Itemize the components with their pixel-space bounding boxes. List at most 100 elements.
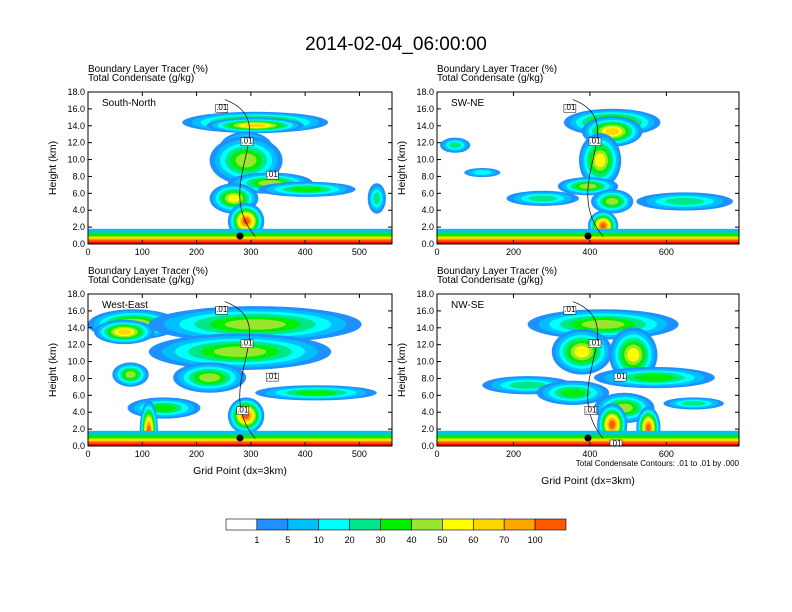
y-tick-label: 4.0 (421, 205, 434, 215)
contour-label: .01 (265, 372, 279, 382)
tracer-blob (213, 346, 267, 357)
panel-name: South-North (102, 98, 156, 109)
location-marker (236, 434, 244, 442)
y-tick-label: 12.0 (416, 340, 434, 350)
y-tick-label: 8.0 (72, 171, 85, 181)
x-tick-label: 0 (434, 247, 439, 257)
y-tick-label: 2.0 (421, 222, 434, 232)
tracer-blob (151, 404, 177, 412)
contour-label: .01 (236, 406, 250, 415)
y-tick-label: 2.0 (72, 424, 85, 434)
y-axis-label: Height (km) (396, 343, 408, 397)
panel-label-line: Total Condensate (g/kg) (437, 275, 543, 286)
y-tick-label: 18.0 (416, 87, 434, 97)
x-tick-label: 100 (135, 247, 150, 257)
tracer-field: .01 .01 .01 (88, 92, 392, 244)
y-tick-label: 8.0 (72, 373, 85, 383)
x-tick-label: 500 (352, 449, 367, 459)
y-tick-label: 4.0 (72, 407, 85, 417)
panel-3: Boundary Layer Tracer (%)Total Condensat… (396, 266, 740, 487)
colorbar-label: 30 (376, 535, 386, 545)
panel-label-line: Total Condensate (g/kg) (88, 275, 194, 286)
svg-text:.01: .01 (267, 372, 279, 381)
tracer-blob (581, 320, 625, 329)
tracer-blob (290, 186, 324, 192)
x-tick-label: 500 (352, 247, 367, 257)
tracer-blob (560, 388, 585, 397)
y-tick-label: 18.0 (67, 289, 85, 299)
condensate-contour (224, 301, 256, 439)
y-tick-label: 16.0 (416, 306, 434, 316)
x-tick-label: 600 (659, 247, 674, 257)
contour-label: .01 (265, 170, 279, 180)
x-tick-label: 0 (85, 449, 90, 459)
y-tick-label: 0.0 (72, 239, 85, 249)
colorbar: 1 5 10 20 30 40 50 60 70 100 (225, 518, 567, 545)
svg-text:.01: .01 (615, 372, 627, 381)
y-axis-label: Height (km) (47, 343, 59, 397)
x-tick-label: 0 (85, 247, 90, 257)
tracer-blob (627, 347, 640, 362)
x-tick-label: 300 (243, 247, 258, 257)
y-tick-label: 8.0 (421, 373, 434, 383)
colorbar-box (225, 518, 258, 531)
tracer-blob (574, 346, 590, 358)
condensate-contour (572, 301, 604, 439)
tracer-blob (606, 197, 619, 205)
tracer-blob (244, 123, 267, 128)
figure-title: 2014-02-04_06:00:00 (305, 34, 487, 55)
y-tick-label: 0.0 (421, 239, 434, 249)
colorbar-box (472, 518, 505, 531)
y-tick-label: 16.0 (67, 104, 85, 114)
contour-label: .01 (563, 305, 577, 315)
svg-text:.01: .01 (610, 439, 622, 448)
y-tick-label: 18.0 (416, 289, 434, 299)
tracer-blob (600, 222, 606, 229)
contour-label: .01 (588, 339, 602, 348)
colorbar-box (534, 518, 567, 531)
y-tick-label: 4.0 (421, 407, 434, 417)
location-marker (236, 232, 244, 240)
y-tick-label: 0.0 (72, 441, 85, 451)
tracer-blob (528, 195, 558, 202)
x-tick-label: 200 (506, 247, 521, 257)
tracer-blob (295, 390, 337, 396)
colorbar-box (287, 518, 320, 531)
colorbar-box (442, 518, 474, 531)
tracer-blob (227, 194, 240, 203)
colorbar-box (411, 518, 443, 531)
tracer-field: .01 .01 .01 .01 .01 (437, 294, 739, 448)
panel-label-line: Boundary Layer Tracer (%) (88, 64, 208, 75)
colorbar-label: 60 (468, 535, 478, 545)
x-tick-label: 0 (434, 449, 439, 459)
y-tick-label: 2.0 (421, 424, 434, 434)
tracer-blob (634, 374, 675, 382)
x-tick-label: 400 (582, 449, 597, 459)
y-tick-label: 10.0 (416, 357, 434, 367)
panel-name: NW-SE (451, 300, 484, 311)
y-tick-label: 10.0 (67, 155, 85, 165)
y-axis-label: Height (km) (47, 141, 59, 195)
contour-info: Total Condensate Contours: .01 to .01 by… (576, 459, 740, 468)
tracer-blob (224, 319, 286, 330)
x-tick-label: 400 (298, 247, 313, 257)
y-tick-label: 2.0 (72, 222, 85, 232)
x-tick-label: 200 (506, 449, 521, 459)
contour-label: .01 (563, 103, 577, 113)
tracer-blob (242, 217, 250, 225)
y-tick-label: 14.0 (416, 121, 434, 131)
plot-frame (436, 91, 740, 245)
colorbar-label: 100 (528, 535, 543, 545)
colorbar-label: 40 (406, 535, 416, 545)
plot-frame (87, 91, 393, 245)
tracer-field: .01 .01 .01 .01 (88, 294, 392, 446)
tracer-blob (509, 381, 546, 389)
tracer-blob (235, 153, 257, 168)
svg-text:.01: .01 (216, 305, 228, 314)
boundary-layer-band (437, 241, 739, 244)
panel-name: SW-NE (451, 98, 484, 109)
x-tick-label: 400 (298, 449, 313, 459)
x-tick-label: 600 (659, 449, 674, 459)
panel-label-line: Boundary Layer Tracer (%) (437, 266, 557, 277)
panel-label-line: Boundary Layer Tracer (%) (88, 266, 208, 277)
